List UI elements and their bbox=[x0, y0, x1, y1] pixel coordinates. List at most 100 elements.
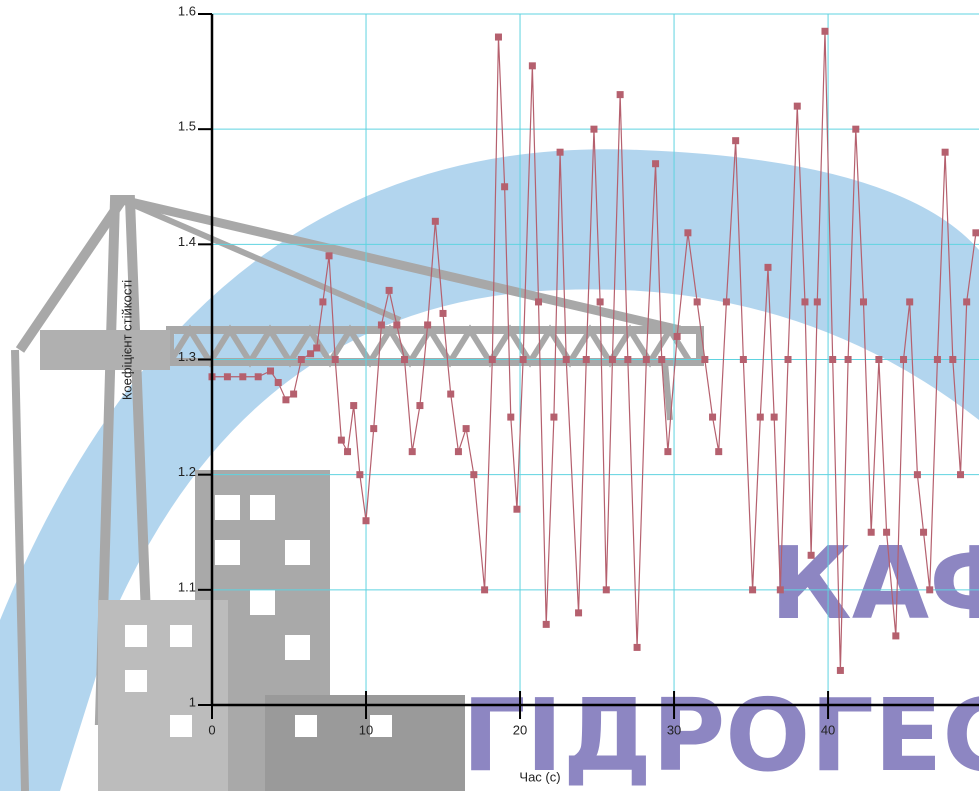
data-point bbox=[409, 448, 416, 455]
data-point bbox=[326, 252, 333, 259]
x-axis-title: Час (с) bbox=[519, 769, 560, 784]
data-point bbox=[777, 586, 784, 593]
data-point bbox=[674, 333, 681, 340]
data-point bbox=[507, 414, 514, 421]
data-point bbox=[963, 298, 970, 305]
data-point bbox=[900, 356, 907, 363]
data-point bbox=[852, 126, 859, 133]
data-point bbox=[808, 552, 815, 559]
x-tick-label: 20 bbox=[513, 722, 527, 737]
data-point bbox=[575, 609, 582, 616]
data-point bbox=[972, 229, 979, 236]
data-point bbox=[771, 414, 778, 421]
data-point bbox=[757, 414, 764, 421]
data-point bbox=[652, 160, 659, 167]
data-point bbox=[664, 448, 671, 455]
data-point bbox=[424, 321, 431, 328]
data-point bbox=[356, 471, 363, 478]
data-point bbox=[386, 287, 393, 294]
data-point bbox=[489, 356, 496, 363]
y-tick-label: 1.3 bbox=[178, 349, 196, 364]
data-point bbox=[313, 344, 320, 351]
data-point bbox=[920, 529, 927, 536]
data-point bbox=[416, 402, 423, 409]
data-point bbox=[224, 373, 231, 380]
y-tick-label: 1.4 bbox=[178, 234, 196, 249]
watermark-text: КАФ bbox=[770, 525, 979, 642]
data-point bbox=[378, 321, 385, 328]
data-point bbox=[501, 183, 508, 190]
y-tick-label: 1 bbox=[189, 694, 196, 709]
data-point bbox=[543, 621, 550, 628]
y-axis-title: Коефіцієнт стійкості bbox=[119, 280, 134, 400]
data-point bbox=[860, 298, 867, 305]
data-point bbox=[401, 356, 408, 363]
data-point bbox=[701, 356, 708, 363]
y-tick-label: 1.5 bbox=[178, 119, 196, 134]
data-point bbox=[239, 373, 246, 380]
data-point bbox=[307, 350, 314, 357]
data-point bbox=[934, 356, 941, 363]
data-point bbox=[794, 103, 801, 110]
data-point bbox=[557, 149, 564, 156]
data-point bbox=[906, 298, 913, 305]
data-point bbox=[709, 414, 716, 421]
data-point bbox=[495, 34, 502, 41]
data-point bbox=[255, 373, 262, 380]
data-point bbox=[740, 356, 747, 363]
data-point bbox=[694, 298, 701, 305]
data-point bbox=[550, 414, 557, 421]
data-point bbox=[715, 448, 722, 455]
data-point bbox=[267, 368, 274, 375]
data-point bbox=[845, 356, 852, 363]
data-point bbox=[957, 471, 964, 478]
data-point bbox=[603, 586, 610, 593]
data-point bbox=[432, 218, 439, 225]
data-point bbox=[481, 586, 488, 593]
data-point bbox=[440, 310, 447, 317]
data-point bbox=[282, 396, 289, 403]
data-point bbox=[597, 298, 604, 305]
data-point bbox=[332, 356, 339, 363]
data-point bbox=[658, 356, 665, 363]
data-point bbox=[447, 391, 454, 398]
data-point bbox=[942, 149, 949, 156]
data-point bbox=[785, 356, 792, 363]
data-point bbox=[883, 529, 890, 536]
data-point bbox=[868, 529, 875, 536]
data-point bbox=[344, 448, 351, 455]
data-point bbox=[609, 356, 616, 363]
data-point bbox=[319, 298, 326, 305]
data-point bbox=[290, 391, 297, 398]
x-tick-label: 30 bbox=[667, 722, 681, 737]
y-tick-label: 1.6 bbox=[178, 3, 196, 18]
data-point bbox=[814, 298, 821, 305]
data-point bbox=[684, 229, 691, 236]
data-point bbox=[275, 379, 282, 386]
data-point bbox=[617, 91, 624, 98]
data-point bbox=[892, 632, 899, 639]
data-point bbox=[764, 264, 771, 271]
data-point bbox=[749, 586, 756, 593]
data-point bbox=[875, 356, 882, 363]
data-point bbox=[801, 298, 808, 305]
data-point bbox=[643, 356, 650, 363]
data-point bbox=[590, 126, 597, 133]
y-tick-label: 1.2 bbox=[178, 464, 196, 479]
data-point bbox=[732, 137, 739, 144]
data-point bbox=[634, 644, 641, 651]
data-point bbox=[513, 506, 520, 513]
data-point bbox=[624, 356, 631, 363]
x-tick-label: 0 bbox=[208, 722, 215, 737]
background-art: КАФ ГІДРОГЕС bbox=[0, 149, 979, 791]
data-point bbox=[350, 402, 357, 409]
y-tick-label: 1.1 bbox=[178, 579, 196, 594]
data-point bbox=[298, 356, 305, 363]
data-point bbox=[821, 28, 828, 35]
data-point bbox=[363, 517, 370, 524]
x-tick-label: 10 bbox=[359, 722, 373, 737]
data-point bbox=[535, 298, 542, 305]
data-point bbox=[529, 62, 536, 69]
